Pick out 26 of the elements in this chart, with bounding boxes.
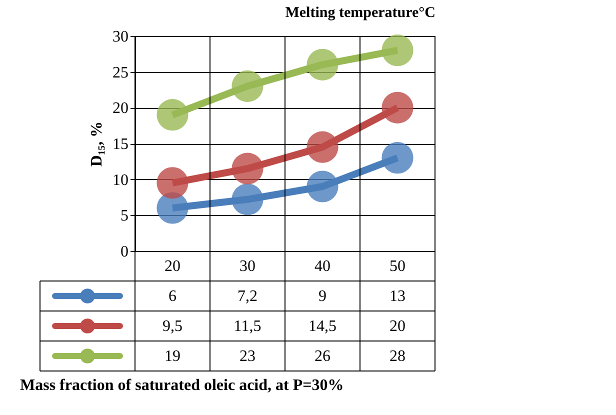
y-tick-label: 20 bbox=[112, 100, 128, 118]
text: Mass fraction of saturated oleic acid, at P=30% bbox=[20, 377, 344, 394]
y-tick-label: 0 bbox=[120, 244, 128, 260]
y-tick-label: 5 bbox=[120, 208, 128, 225]
data-label: 28 bbox=[390, 348, 406, 365]
data-label: 6 bbox=[168, 288, 176, 305]
data-label: 13 bbox=[390, 288, 406, 305]
y-axis-title: D₁₅, % bbox=[88, 121, 106, 167]
x-tick-label: 40 bbox=[314, 258, 330, 275]
data-label: 20 bbox=[390, 318, 406, 335]
data-label: 19 bbox=[164, 348, 180, 365]
data-label: 7,2 bbox=[238, 288, 258, 305]
data-label: 14,5 bbox=[308, 318, 336, 335]
data-label: 9 bbox=[318, 288, 326, 305]
y-tick-label: 25 bbox=[112, 64, 128, 82]
x-tick-label: 20 bbox=[164, 258, 180, 275]
data-label: 26 bbox=[314, 348, 330, 365]
x-tick-label: 30 bbox=[240, 258, 256, 275]
data-label: 11,5 bbox=[234, 318, 262, 335]
data-label: 23 bbox=[240, 348, 256, 365]
y-tick-label: 30 bbox=[112, 28, 128, 46]
x-tick-label: 50 bbox=[390, 258, 406, 275]
chart-title: Melting temperature°C bbox=[285, 5, 436, 21]
data-label: 9,5 bbox=[162, 318, 182, 335]
y-tick-label: 10 bbox=[112, 172, 128, 189]
y-tick-label: 15 bbox=[112, 136, 128, 153]
